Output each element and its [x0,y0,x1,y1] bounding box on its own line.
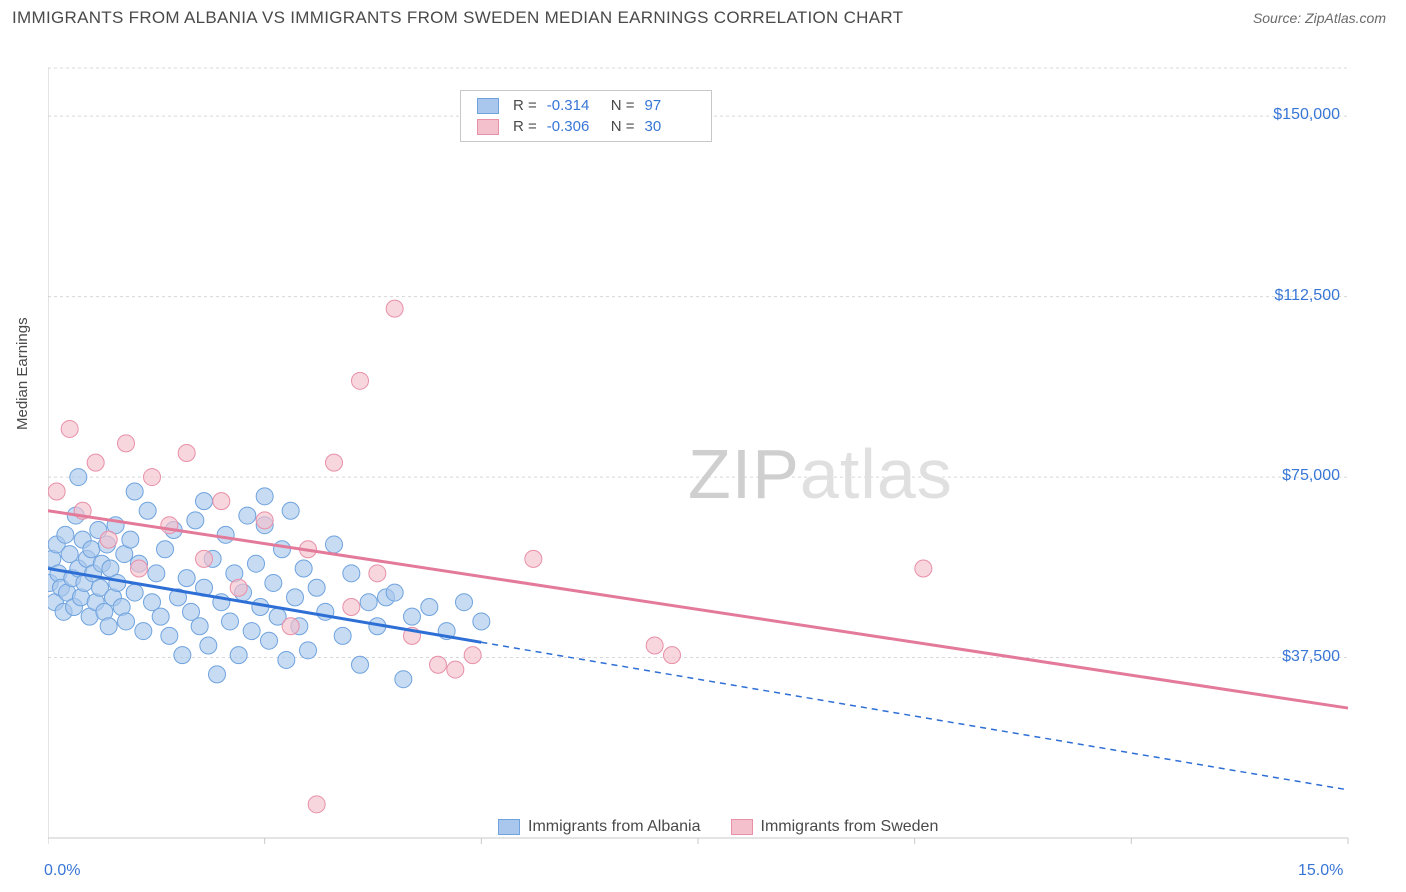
series-legend-item: Immigrants from Albania [498,818,701,836]
n-value: 30 [645,118,695,135]
legend-swatch [477,119,499,135]
source-name: ZipAtlas.com [1305,10,1386,26]
legend-swatch [498,819,520,835]
legend-swatch [477,98,499,114]
legend-swatch [731,819,753,835]
scatter-plot [48,44,1388,844]
series-label: Immigrants from Sweden [761,818,939,836]
r-value: -0.306 [547,118,597,135]
series-label: Immigrants from Albania [528,818,701,836]
source-attribution: Source: ZipAtlas.com [1253,10,1386,26]
r-label: R = [513,97,537,114]
n-label: N = [611,118,635,135]
n-label: N = [611,97,635,114]
y-tick-label: $37,500 [1220,648,1340,666]
y-tick-label: $75,000 [1220,467,1340,485]
x-tick-label: 15.0% [1298,862,1343,880]
y-tick-label: $150,000 [1220,106,1340,124]
series-legend-item: Immigrants from Sweden [731,818,939,836]
r-value: -0.314 [547,97,597,114]
y-axis-label: Median Earnings [14,317,31,430]
series-legend: Immigrants from Albania Immigrants from S… [498,818,938,836]
n-value: 97 [645,97,695,114]
correlation-legend-row: R = -0.314 N = 97 [477,95,695,116]
source-prefix: Source: [1253,10,1305,26]
chart-area: ZIPatlas R =-0.314N =97R =-0.306N =30 $3… [48,44,1388,844]
chart-title: IMMIGRANTS FROM ALBANIA VS IMMIGRANTS FR… [12,8,903,28]
correlation-legend: R = -0.314 N = 97 R = -0.306 N = 30 [460,90,712,142]
r-label: R = [513,118,537,135]
correlation-legend-row: R = -0.306 N = 30 [477,116,695,137]
y-tick-label: $112,500 [1220,287,1340,305]
x-tick-label: 0.0% [44,862,80,880]
